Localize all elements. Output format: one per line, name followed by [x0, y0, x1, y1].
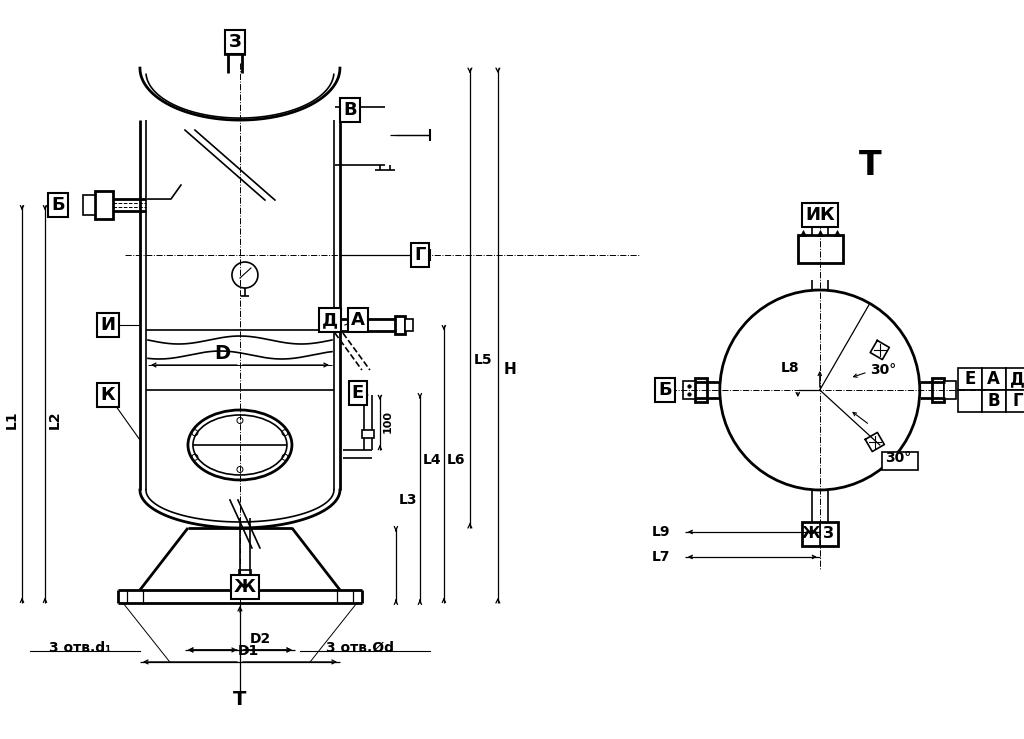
Bar — [404, 319, 413, 331]
Text: Е: Е — [964, 370, 976, 388]
Text: Ж: Ж — [233, 578, 256, 596]
Bar — [361, 430, 374, 438]
Text: L1: L1 — [5, 411, 19, 429]
Bar — [982, 390, 1006, 412]
Text: Г: Г — [414, 246, 426, 264]
Text: H: H — [504, 363, 517, 378]
Text: Ж: Ж — [802, 526, 820, 542]
Text: А: А — [351, 311, 365, 329]
Bar — [944, 381, 955, 399]
Text: Г: Г — [1013, 392, 1023, 410]
Text: В: В — [987, 392, 1000, 410]
Text: Б: Б — [658, 381, 672, 399]
Text: L4: L4 — [423, 453, 441, 467]
Text: Е: Е — [352, 384, 365, 402]
Bar — [683, 381, 695, 399]
Text: Д: Д — [1011, 370, 1024, 388]
Bar — [695, 378, 707, 402]
Text: L9: L9 — [651, 525, 670, 539]
Text: Т: Т — [858, 149, 881, 182]
Text: З: З — [823, 526, 835, 542]
Bar — [957, 390, 982, 412]
Bar — [239, 570, 251, 578]
Bar — [932, 378, 944, 402]
Bar — [798, 235, 843, 263]
Bar — [982, 368, 1006, 390]
Bar — [882, 452, 918, 470]
Text: ИК: ИК — [805, 206, 835, 224]
Text: Д: Д — [322, 311, 338, 329]
Bar — [802, 522, 838, 546]
Text: В: В — [343, 101, 356, 119]
Text: 100: 100 — [383, 410, 393, 434]
Text: D2: D2 — [249, 632, 270, 646]
Bar — [95, 191, 113, 219]
Bar — [395, 316, 404, 334]
Text: T: T — [233, 690, 247, 709]
Text: D: D — [214, 344, 230, 363]
Text: 30°: 30° — [885, 451, 911, 465]
Text: А: А — [987, 370, 1000, 388]
Text: К: К — [100, 386, 116, 404]
Text: L5: L5 — [474, 353, 493, 367]
Text: З: З — [228, 33, 242, 51]
Bar — [1006, 368, 1024, 390]
Bar — [83, 195, 95, 215]
Text: Б: Б — [51, 196, 65, 214]
Text: L3: L3 — [399, 493, 418, 507]
Text: L2: L2 — [48, 411, 62, 429]
Bar — [1006, 390, 1024, 412]
Text: L6: L6 — [446, 453, 465, 467]
Text: 30°: 30° — [869, 363, 896, 377]
Bar — [812, 220, 827, 235]
Bar — [234, 578, 255, 586]
Text: L7: L7 — [651, 550, 670, 564]
Text: И: И — [100, 316, 116, 334]
Bar — [957, 368, 982, 390]
Text: 3 отв.Ød: 3 отв.Ød — [326, 641, 394, 655]
Text: 3 отв.d₁: 3 отв.d₁ — [49, 641, 112, 655]
Text: D1: D1 — [238, 644, 259, 658]
Text: L8: L8 — [780, 361, 799, 375]
